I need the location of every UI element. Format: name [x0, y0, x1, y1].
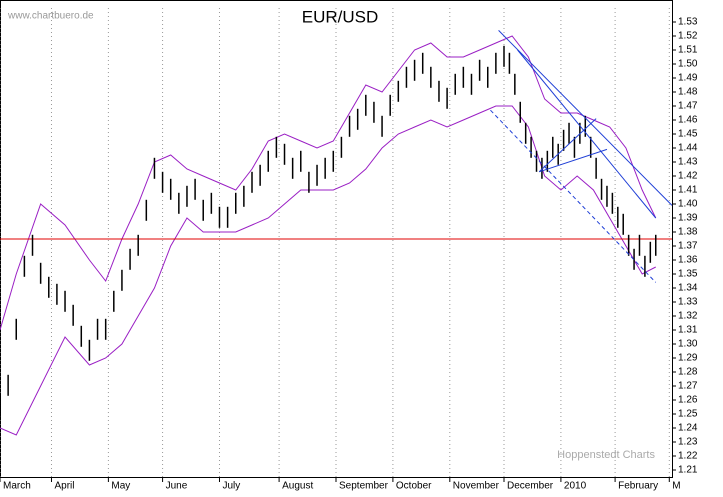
- x-tick-label: M: [672, 481, 680, 492]
- y-tick-label: 1.23: [678, 437, 698, 448]
- y-tick-label: 1.47: [678, 101, 698, 112]
- y-tick-label: 1.36: [678, 255, 698, 266]
- y-tick-label: 1.46: [678, 115, 698, 126]
- y-tick-label: 1.32: [678, 311, 698, 322]
- y-tick-label: 1.21: [678, 465, 698, 476]
- y-tick-label: 1.34: [678, 283, 698, 294]
- y-tick-label: 1.37: [678, 241, 698, 252]
- x-tick-label: February: [618, 481, 658, 492]
- bollinger-upper: [0, 35, 657, 331]
- x-tick-label: March: [3, 481, 31, 492]
- trend-line: [498, 30, 673, 206]
- x-tick-label: 2010: [564, 481, 587, 492]
- source-label: www.chartbuero.de: [7, 11, 94, 22]
- x-tick-label: July: [222, 481, 240, 492]
- y-tick-label: 1.27: [678, 381, 698, 392]
- x-tick-label: September: [339, 481, 389, 492]
- y-tick-label: 1.22: [678, 451, 698, 462]
- x-tick-label: October: [396, 481, 432, 492]
- x-tick-label: December: [507, 481, 554, 492]
- y-tick-label: 1.40: [678, 199, 698, 210]
- bollinger-lower: [0, 105, 656, 436]
- credit-label: Hoppenstedt Charts: [557, 449, 655, 461]
- y-tick-label: 1.51: [678, 45, 698, 56]
- y-tick-label: 1.28: [678, 367, 698, 378]
- y-tick-label: 1.45: [678, 129, 698, 140]
- y-tick-label: 1.50: [678, 59, 698, 70]
- y-tick-label: 1.31: [678, 325, 698, 336]
- y-tick-label: 1.41: [678, 185, 698, 196]
- x-tick-label: May: [111, 481, 130, 492]
- trend-line: [490, 109, 657, 283]
- y-tick-label: 1.29: [678, 353, 698, 364]
- y-tick-label: 1.43: [678, 157, 698, 168]
- y-tick-label: 1.52: [678, 31, 698, 42]
- y-tick-label: 1.44: [678, 143, 698, 154]
- y-tick-label: 1.26: [678, 395, 698, 406]
- y-tick-label: 1.38: [678, 227, 698, 238]
- y-tick-label: 1.42: [678, 171, 698, 182]
- x-tick-label: June: [166, 481, 188, 492]
- x-tick-label: April: [54, 481, 74, 492]
- y-tick-label: 1.25: [678, 409, 698, 420]
- y-tick-label: 1.53: [678, 17, 698, 28]
- y-tick-label: 1.39: [678, 213, 698, 224]
- y-tick-label: 1.24: [678, 423, 698, 434]
- trend-line: [517, 49, 657, 219]
- y-tick-label: 1.48: [678, 87, 698, 98]
- x-tick-label: August: [282, 481, 313, 492]
- chart-title: EUR/USD: [302, 7, 379, 26]
- y-tick-label: 1.30: [678, 339, 698, 350]
- x-tick-label: November: [453, 481, 500, 492]
- trend-line: [538, 118, 597, 173]
- y-tick-label: 1.33: [678, 297, 698, 308]
- y-tick-label: 1.49: [678, 73, 698, 84]
- trend-line: [539, 148, 608, 173]
- y-tick-label: 1.35: [678, 269, 698, 280]
